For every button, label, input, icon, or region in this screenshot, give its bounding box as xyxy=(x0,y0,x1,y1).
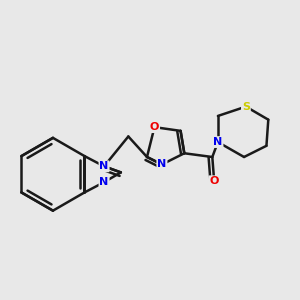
Text: S: S xyxy=(242,102,250,112)
Text: O: O xyxy=(150,122,159,132)
Text: N: N xyxy=(99,161,109,171)
Text: N: N xyxy=(99,177,109,187)
Text: N: N xyxy=(213,137,223,147)
Text: O: O xyxy=(209,176,219,186)
Text: N: N xyxy=(157,160,167,170)
